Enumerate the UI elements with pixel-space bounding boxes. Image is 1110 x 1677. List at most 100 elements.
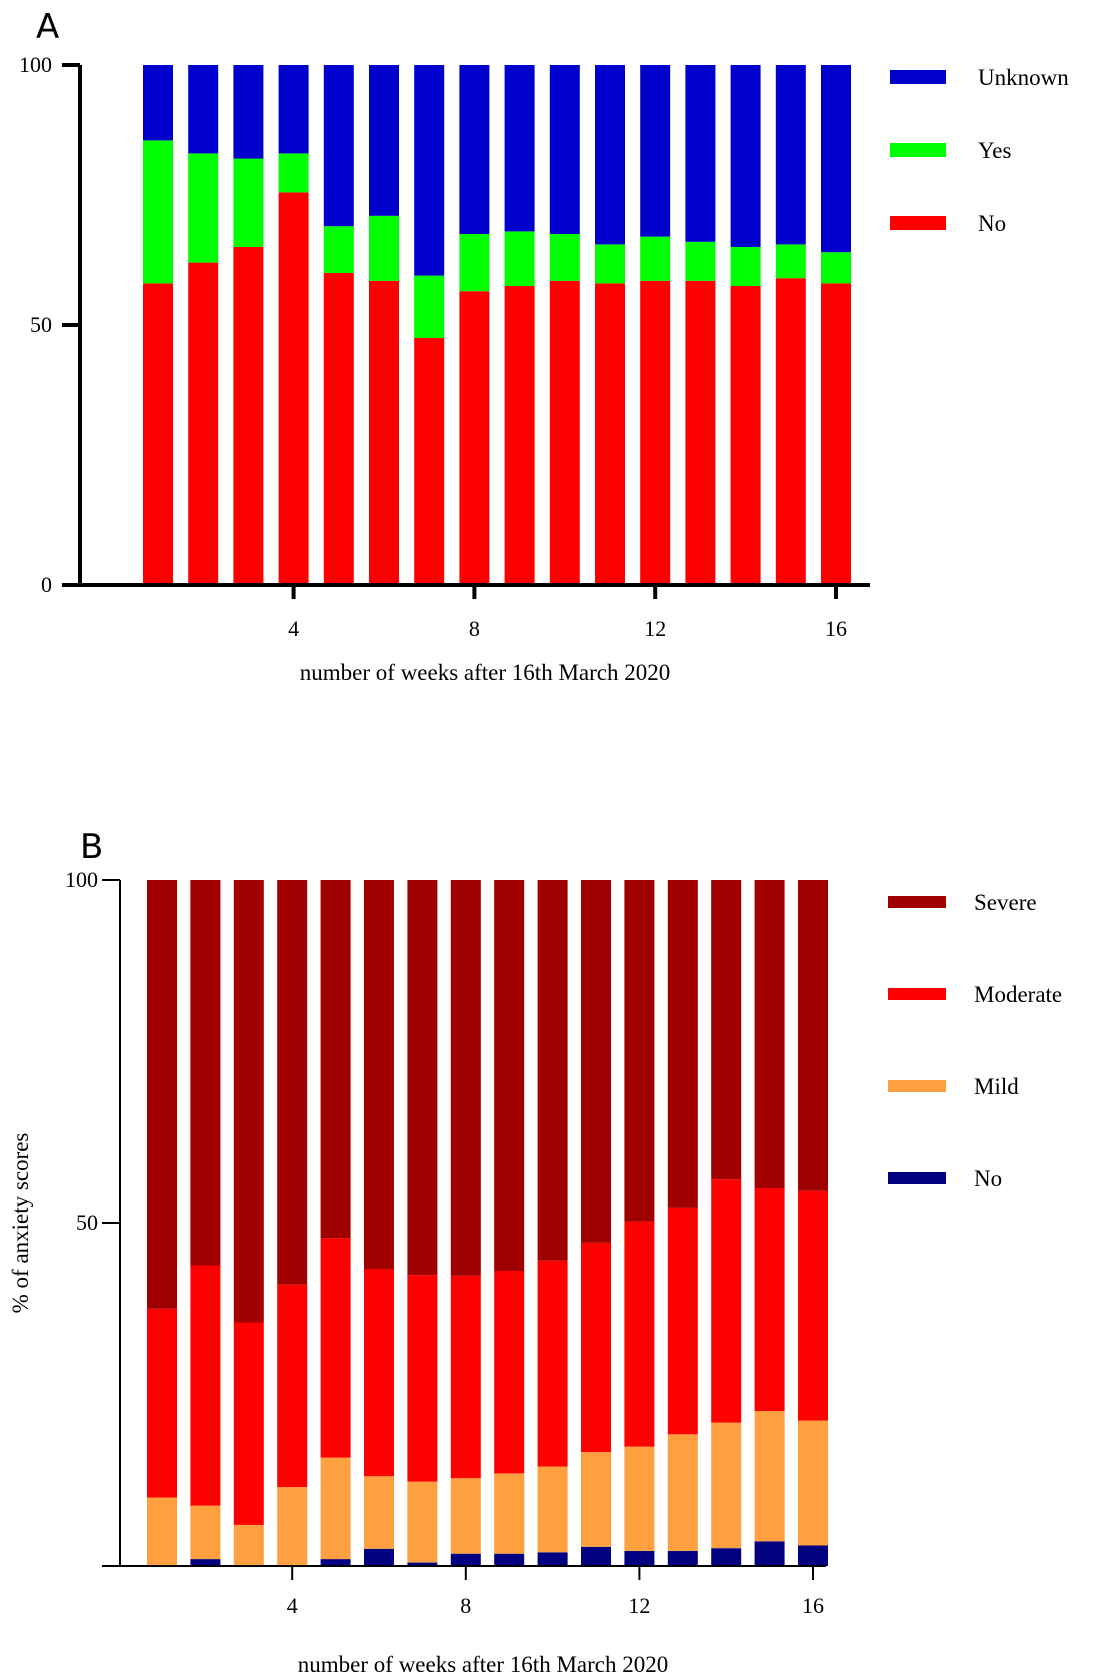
bar-moderate-week-8 [450, 1275, 481, 1479]
bar-yes-week-6 [369, 215, 399, 281]
bar-no-week-14 [711, 1548, 742, 1566]
bar-yes-week-2 [188, 153, 219, 263]
bar-unknown-week-14 [730, 65, 761, 247]
bar-no-week-7 [407, 1562, 438, 1566]
bar-unknown-week-10 [549, 65, 580, 234]
bar-moderate-week-3 [233, 1322, 264, 1525]
bar-no-week-15 [754, 1541, 785, 1566]
bar-mild-week-9 [494, 1473, 525, 1554]
legend-swatch-mild [888, 1080, 946, 1092]
bar-yes-week-15 [775, 244, 806, 279]
bar-no-week-11 [595, 283, 625, 585]
bar-no-week-16 [821, 283, 851, 585]
bar-severe-week-14 [711, 880, 742, 1180]
bar-unknown-week-1 [143, 65, 173, 141]
bar-unknown-week-15 [775, 65, 806, 245]
bar-severe-week-12 [624, 880, 655, 1222]
bar-no-week-4 [278, 192, 309, 585]
bar-unknown-week-16 [821, 65, 851, 253]
bar-moderate-week-10 [537, 1260, 568, 1467]
bar-no-week-1 [143, 283, 173, 585]
legend-swatch-moderate [888, 988, 946, 1000]
bar-mild-week-11 [581, 1452, 611, 1547]
bar-severe-week-15 [754, 880, 785, 1188]
bar-mild-week-15 [754, 1411, 785, 1542]
bar-unknown-week-11 [595, 65, 625, 245]
bar-mild-week-4 [277, 1487, 308, 1566]
bar-mild-week-6 [364, 1476, 394, 1549]
bar-moderate-week-7 [407, 1275, 438, 1482]
bar-no-week-9 [504, 286, 535, 585]
bar-unknown-week-2 [188, 65, 219, 154]
bar-severe-week-4 [277, 880, 308, 1285]
x-tick-label: 16 [802, 1593, 824, 1618]
bar-no-week-10 [549, 280, 580, 585]
bar-severe-week-2 [190, 880, 221, 1266]
bar-unknown-week-5 [323, 65, 354, 227]
bar-severe-week-3 [233, 880, 264, 1323]
bar-moderate-week-5 [320, 1238, 351, 1458]
bar-no-week-6 [369, 280, 399, 585]
bar-severe-week-11 [581, 880, 611, 1243]
bar-severe-week-16 [798, 880, 828, 1191]
chart-a: 0 50 100 4 8 12 16 number of weeks after 16th M… [19, 52, 1069, 685]
bar-severe-week-8 [450, 880, 481, 1276]
legend-swatch-unknown [890, 70, 946, 84]
legend-swatch-yes [890, 143, 946, 157]
bar-moderate-week-4 [277, 1284, 308, 1488]
bar-yes-week-9 [504, 231, 535, 286]
legend-label-no: No [974, 1166, 1002, 1191]
bar-no-week-5 [323, 273, 354, 585]
bar-no-week-11 [581, 1546, 611, 1566]
bar-yes-week-4 [278, 153, 309, 193]
legend-label-severe: Severe [974, 890, 1037, 915]
bar-no-week-7 [414, 338, 445, 585]
bar-unknown-week-9 [504, 65, 535, 232]
bar-severe-week-6 [364, 880, 394, 1269]
bar-yes-week-16 [821, 252, 851, 284]
bar-moderate-week-1 [147, 1308, 177, 1498]
bar-moderate-week-11 [581, 1242, 611, 1453]
chart-b: 50 100 4 8 12 16 number of weeks after 16th Ma… [8, 867, 1062, 1677]
bar-yes-week-5 [323, 226, 354, 273]
legend-label-yes: Yes [978, 138, 1012, 163]
bar-mild-week-12 [624, 1446, 655, 1551]
x-tick-label: 8 [469, 616, 480, 641]
bar-yes-week-1 [143, 140, 173, 284]
bar-unknown-week-12 [640, 65, 671, 237]
bar-no-week-10 [537, 1552, 568, 1566]
x-tick-label: 16 [825, 616, 847, 641]
y-tick-label: 50 [76, 1210, 98, 1235]
bar-unknown-week-6 [369, 65, 399, 216]
legend-swatch-no [890, 216, 946, 230]
bar-unknown-week-13 [685, 65, 716, 242]
bar-moderate-week-9 [494, 1271, 525, 1474]
bar-no-week-14 [730, 286, 761, 585]
legend-label-no: No [978, 211, 1006, 236]
bar-severe-week-1 [147, 880, 177, 1309]
bar-severe-week-10 [537, 880, 568, 1261]
bar-mild-week-1 [147, 1497, 177, 1566]
bar-yes-week-12 [640, 236, 671, 281]
y-tick-label: 100 [65, 867, 98, 892]
bar-no-week-15 [775, 278, 806, 585]
legend-swatch-severe [888, 896, 946, 908]
bar-mild-week-16 [798, 1420, 828, 1546]
x-tick-label: 4 [287, 1593, 298, 1618]
legend-swatch-no [888, 1172, 946, 1184]
bar-no-week-2 [190, 1559, 221, 1566]
panel-label-b: B [80, 827, 103, 867]
x-axis-title: number of weeks after 16th March 2020 [300, 660, 670, 685]
bar-yes-week-7 [414, 275, 445, 338]
bar-mild-week-5 [320, 1457, 351, 1560]
x-tick-label: 4 [288, 616, 299, 641]
bar-unknown-week-4 [278, 65, 309, 154]
bar-yes-week-14 [730, 247, 761, 286]
bar-no-week-16 [798, 1545, 828, 1566]
bar-no-week-13 [667, 1550, 698, 1566]
bar-severe-week-13 [667, 880, 698, 1208]
bar-yes-week-11 [595, 244, 625, 284]
bar-no-week-2 [188, 262, 219, 585]
bar-moderate-week-2 [190, 1265, 221, 1506]
